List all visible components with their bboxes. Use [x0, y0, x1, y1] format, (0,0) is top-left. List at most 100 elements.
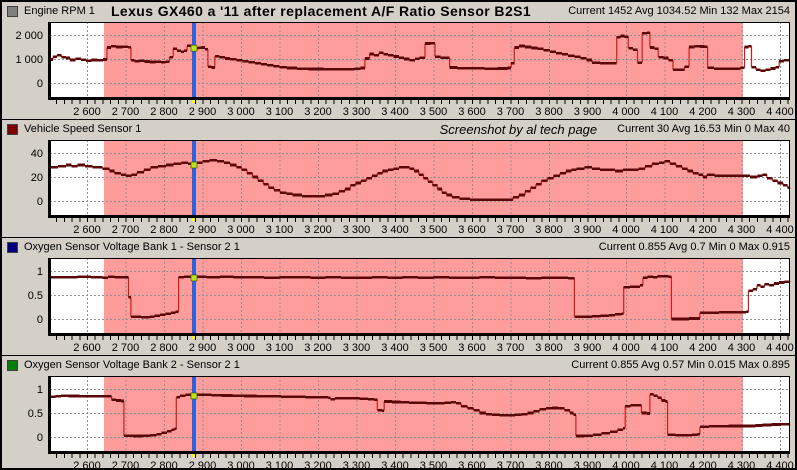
- x-tick-label: 2 700: [112, 342, 140, 354]
- y-tick-labels: 0 1 000 2 000: [15, 30, 43, 90]
- x-tick-label: 3 700: [497, 342, 525, 354]
- channel-stats: Current 0.855 Avg 0.57 Min 0.015 Max 0.8…: [571, 359, 790, 371]
- x-tick-label: 2 900: [189, 106, 217, 118]
- channel-stats: Current 1452 Avg 1034.52 Min 132 Max 215…: [568, 5, 790, 17]
- cursor-value-marker: [190, 44, 198, 52]
- panel-header-o2-bank1: Oxygen Sensor Voltage Bank 1 - Sensor 2 …: [2, 238, 795, 256]
- x-tick-label: 2 800: [150, 106, 178, 118]
- x-tick-label: 3 000: [227, 106, 255, 118]
- x-tick-label: 2 700: [112, 106, 140, 118]
- x-tick-label: 3 200: [304, 342, 332, 354]
- chart-o2-bank2: 2 600 2 700 2 800 2 900 3 000 3 100 3 200 3 300…: [2, 374, 795, 470]
- x-axis-line: [48, 216, 790, 218]
- chart-o2-bank1: 2 600 2 700 2 800 2 900 3 000 3 100 3 200 3 300…: [2, 256, 795, 355]
- plot-border: [50, 140, 790, 216]
- x-tick-label: 3 300: [343, 224, 371, 236]
- x-tick-label: 3 400: [381, 224, 409, 236]
- series-color-swatch: [7, 123, 18, 135]
- chart-engine-rpm: 2 600 2 700 2 800 2 900 3 000 3 100 3 200 3 300…: [2, 20, 795, 119]
- x-tick-label: 4 200: [689, 224, 717, 236]
- x-tick-labels: 2 600 2 700 2 800 2 900 3 000 3 100 3 200 3 300…: [73, 106, 794, 118]
- y-tick-labels: 00.51: [28, 266, 43, 326]
- panel-header-engine-rpm: Engine RPM 1 Lexus GX460 a '11 after rep…: [2, 2, 795, 20]
- x-tick-label: 4 200: [689, 460, 717, 470]
- x-tick-label: 3 700: [497, 106, 525, 118]
- y-tick-label: 0.5: [28, 408, 43, 420]
- x-tick-label: 4 400: [766, 106, 794, 118]
- chart-plot: 2 600 2 700 2 800 2 900 3 000 3 100 3 200 3 300…: [28, 258, 794, 354]
- x-tick-label: 3 000: [227, 342, 255, 354]
- x-tick-label: 3 100: [266, 460, 294, 470]
- x-tick-label: 3 900: [574, 224, 602, 236]
- x-tick-label: 3 000: [227, 460, 255, 470]
- recording-title: Lexus GX460 a '11 after replacement A/F …: [110, 3, 532, 19]
- x-tick-label: 3 200: [304, 460, 332, 470]
- x-axis-line: [48, 452, 790, 454]
- x-tick-label: 3 400: [381, 106, 409, 118]
- x-tick-label: 3 300: [343, 342, 371, 354]
- panel-o2-bank1: Oxygen Sensor Voltage Bank 1 - Sensor 2 …: [2, 237, 795, 355]
- y-tick-label: 0.5: [28, 290, 43, 302]
- data-trace: [50, 393, 790, 438]
- series-color-swatch: [7, 359, 18, 371]
- x-tick-label: 3 800: [535, 224, 563, 236]
- x-tick-label: 4 000: [612, 224, 640, 236]
- x-tick-label: 3 700: [497, 224, 525, 236]
- x-tick-label: 4 100: [651, 224, 679, 236]
- x-tick-label: 4 200: [689, 106, 717, 118]
- x-tick-label: 2 700: [112, 224, 140, 236]
- cursor-axis-marker: [191, 99, 196, 103]
- x-tick-label: 3 900: [574, 106, 602, 118]
- x-axis-ticks: [56, 100, 789, 104]
- x-tick-label: 4 100: [651, 106, 679, 118]
- x-tick-label: 3 400: [381, 342, 409, 354]
- y-axis-line: [48, 258, 50, 336]
- panel-header-vehicle-speed: Vehicle Speed Sensor 1 Screenshot by al …: [2, 120, 795, 138]
- x-tick-label: 2 600: [73, 342, 101, 354]
- x-tick-label: 4 100: [651, 342, 679, 354]
- y-tick-labels: 00.51: [28, 384, 43, 444]
- x-tick-label: 2 600: [73, 460, 101, 470]
- x-tick-label: 3 400: [381, 460, 409, 470]
- y-tick-label: 1 000: [15, 54, 43, 66]
- x-tick-labels: 2 600 2 700 2 800 2 900 3 000 3 100 3 200 3 300…: [73, 342, 794, 354]
- plot-border: [50, 22, 790, 98]
- x-tick-label: 3 500: [420, 224, 448, 236]
- x-tick-label: 2 800: [150, 224, 178, 236]
- x-tick-label: 3 200: [304, 106, 332, 118]
- x-tick-label: 4 000: [612, 106, 640, 118]
- x-tick-label: 3 800: [535, 106, 563, 118]
- data-trace: [50, 275, 790, 321]
- channel-label: Engine RPM 1: [24, 5, 95, 17]
- x-tick-label: 2 900: [189, 224, 217, 236]
- x-tick-label: 3 500: [420, 342, 448, 354]
- y-tick-label: 1: [37, 384, 43, 396]
- panel-engine-rpm: Engine RPM 1 Lexus GX460 a '11 after rep…: [2, 2, 795, 119]
- gridlines: [50, 140, 790, 216]
- cursor-value-marker: [190, 392, 198, 400]
- x-tick-label: 4 000: [612, 460, 640, 470]
- chart-plot: 2 600 2 700 2 800 2 900 3 000 3 100 3 200 3 300…: [28, 376, 794, 470]
- cursor-axis-marker: [191, 335, 196, 339]
- gridlines: [50, 22, 790, 98]
- gridlines: [50, 376, 790, 452]
- x-tick-label: 4 400: [766, 342, 794, 354]
- y-tick-label: 0: [37, 314, 43, 326]
- x-tick-label: 4 300: [728, 342, 756, 354]
- x-tick-label: 3 500: [420, 106, 448, 118]
- x-tick-label: 3 200: [304, 224, 332, 236]
- x-tick-label: 3 600: [458, 224, 486, 236]
- x-tick-label: 2 800: [150, 342, 178, 354]
- x-tick-label: 3 100: [266, 342, 294, 354]
- panel-o2-bank2: Oxygen Sensor Voltage Bank 2 - Sensor 2 …: [2, 355, 795, 470]
- chart-plot: 2 600 2 700 2 800 2 900 3 000 3 100 3 200 3 300…: [15, 22, 794, 118]
- x-tick-label: 2 800: [150, 460, 178, 470]
- series-color-swatch: [7, 241, 18, 253]
- x-tick-label: 3 600: [458, 342, 486, 354]
- cursor-value-marker: [190, 161, 198, 169]
- y-tick-label: 1: [37, 266, 43, 278]
- plot-border: [50, 258, 790, 334]
- channel-stats: Current 30 Avg 16.53 Min 0 Max 40: [617, 123, 790, 135]
- channel-label: Vehicle Speed Sensor 1: [24, 123, 142, 135]
